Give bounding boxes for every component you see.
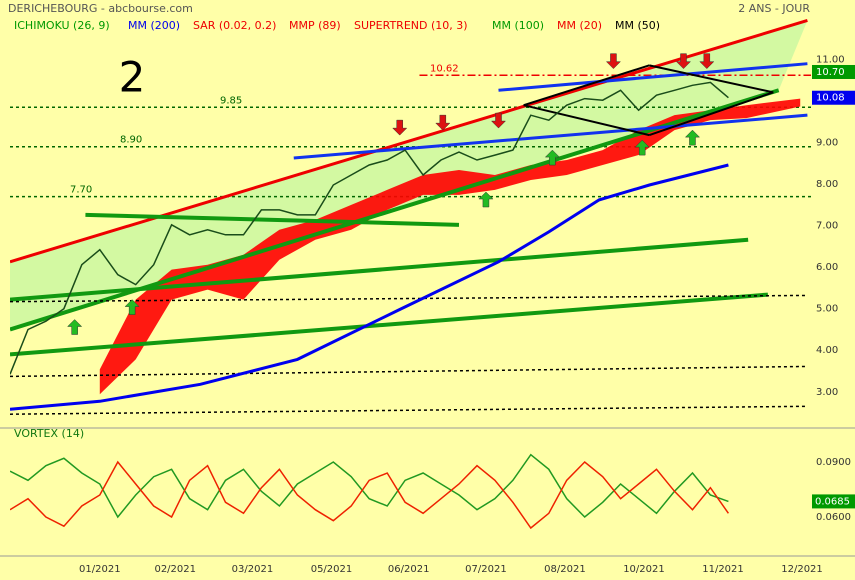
level-label: 9.85 — [220, 95, 242, 106]
chart-title: DERICHEBOURG - abcbourse.com — [8, 2, 193, 15]
y-tick-label: 3.00 — [816, 387, 838, 398]
last-value-label: 0.0685 — [815, 496, 850, 507]
legend-entry: MMP (89) — [289, 19, 341, 32]
y-tick-label: 0.0900 — [816, 457, 851, 468]
trend-line — [523, 104, 650, 137]
trend-line — [10, 292, 769, 357]
series-line — [10, 163, 729, 411]
legend-entry: ICHIMOKU (26, 9) — [14, 19, 110, 32]
trend-line — [523, 64, 650, 107]
y-tick-label: 4.00 — [816, 345, 838, 356]
series-line — [10, 453, 729, 519]
signal-arrow — [67, 319, 83, 335]
y-tick-label: 5.00 — [816, 304, 838, 315]
y-tick-label: 11.00 — [816, 55, 845, 66]
plot-area — [10, 453, 730, 530]
signal-arrow — [605, 53, 622, 70]
x-tick-label: 08/2021 — [544, 564, 586, 575]
legend-entry: SUPERTREND (10, 3) — [354, 19, 468, 32]
legend-entry: MM (200) — [128, 19, 180, 32]
series-line — [10, 81, 729, 375]
plot-area — [10, 19, 811, 415]
last-value-box — [812, 494, 855, 509]
y-tick-label: 8.00 — [816, 179, 838, 190]
y-tick-label: 6.00 — [816, 262, 838, 273]
x-tick-label: 03/2021 — [232, 564, 274, 575]
legend-entry: SAR (0.02, 0.2) — [193, 19, 276, 32]
signal-arrow — [124, 299, 140, 315]
y-tick-label: 7.00 — [816, 221, 838, 232]
last-value-label: 10.70 — [816, 67, 845, 78]
series-line — [10, 460, 730, 530]
x-tick-label: 11/2021 — [702, 564, 744, 575]
x-tick-label: 06/2021 — [388, 564, 430, 575]
trend-line — [498, 62, 808, 92]
x-tick-label: 01/2021 — [79, 564, 121, 575]
x-tick-label: 10/2021 — [623, 564, 665, 575]
signal-arrow — [478, 191, 494, 208]
x-tick-label: 02/2021 — [154, 564, 196, 575]
last-value-box — [812, 64, 855, 79]
signal-arrow — [392, 119, 408, 136]
trend-line — [10, 365, 808, 378]
legend-entry: MM (20) — [557, 19, 602, 32]
last-value-box — [812, 90, 855, 105]
x-tick-label: 05/2021 — [311, 564, 353, 575]
trend-line — [85, 212, 460, 227]
trend-line — [293, 113, 808, 160]
signal-arrow — [684, 129, 701, 146]
signal-arrow — [544, 149, 560, 166]
signal-arrow — [675, 53, 692, 70]
trend-line — [649, 64, 774, 94]
signal-arrow — [634, 139, 650, 156]
level-label: 8.90 — [120, 135, 142, 146]
y-tick-label: 9.00 — [816, 138, 838, 149]
signal-arrow — [435, 114, 451, 131]
level-label: 7.70 — [70, 185, 92, 196]
panel-title: VORTEX (14) — [14, 427, 84, 440]
annotation: 2 — [119, 53, 146, 102]
trend-line — [10, 294, 808, 303]
level-label: 10.62 — [430, 63, 459, 74]
x-tick-label: 12/2021 — [781, 564, 823, 575]
legend-entry: MM (50) — [615, 19, 660, 32]
signal-arrow — [490, 112, 507, 129]
trend-line — [649, 91, 774, 137]
y-tick-label: 0.0600 — [816, 512, 851, 523]
chart-subtitle: 2 ANS - JOUR — [738, 2, 810, 15]
trend-line — [10, 237, 749, 302]
trend-line — [10, 405, 808, 415]
trend-line — [10, 19, 808, 264]
last-value-label: 10.08 — [816, 93, 845, 104]
legend-entry: MM (100) — [492, 19, 544, 32]
x-tick-label: 07/2021 — [465, 564, 507, 575]
signal-arrow — [699, 53, 715, 70]
